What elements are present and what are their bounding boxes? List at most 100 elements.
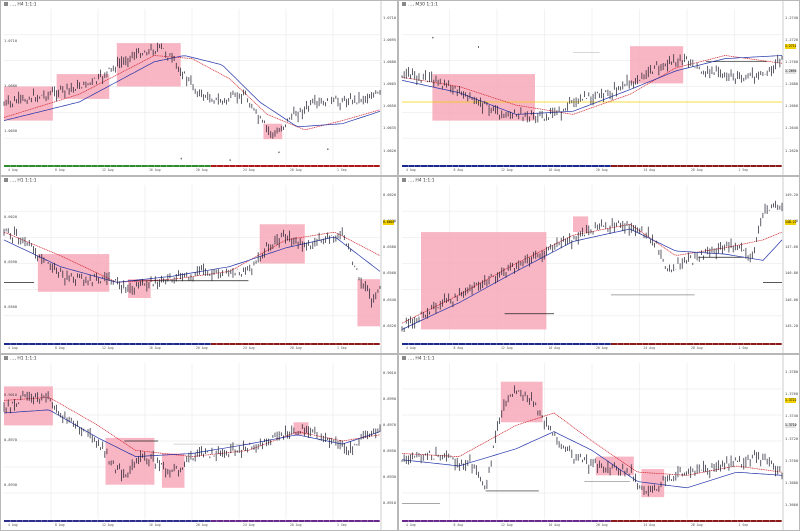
session-bar xyxy=(98,343,104,345)
marker-dot xyxy=(327,148,329,150)
session-bar xyxy=(135,165,142,167)
panel-title-text: …, H4 1:1:1 xyxy=(408,356,435,362)
session-bar xyxy=(744,343,751,345)
panel-title-text: …, H1 1:1:1 xyxy=(10,178,37,184)
zone-rectangle[interactable] xyxy=(259,224,305,264)
session-bar xyxy=(687,165,694,167)
chart-panel-4[interactable]: …, H4 1:1:1 149.20148.40147.60146.80146.… xyxy=(398,176,800,354)
session-bar xyxy=(573,520,580,522)
zone-rectangle[interactable] xyxy=(293,422,309,435)
zone-rectangle[interactable] xyxy=(357,279,380,327)
session-bar xyxy=(642,165,649,167)
session-bar xyxy=(217,520,224,522)
panel-title: …, H1 1:1:1 xyxy=(4,178,37,184)
chart-panel-5[interactable]: …, H1 1:1:1 0.9010 0.8990 0.8970 0.8950 0.89… xyxy=(0,354,398,531)
session-bar xyxy=(547,165,554,167)
session-bar xyxy=(348,343,355,345)
zone-rectangle[interactable] xyxy=(37,254,110,292)
session-bar xyxy=(744,165,751,167)
price-candles xyxy=(3,42,381,139)
price-axis-label: 1.0635 xyxy=(383,126,396,131)
session-bar xyxy=(85,520,92,522)
zone-rectangle[interactable] xyxy=(573,216,589,233)
session-bar xyxy=(166,343,173,345)
left-axis-label: 1.0710 xyxy=(4,39,17,43)
session-bar xyxy=(135,520,142,522)
session-bar xyxy=(490,343,497,345)
price-axis-label: 0.8910 xyxy=(383,500,396,505)
session-bar xyxy=(336,165,343,167)
session-bar xyxy=(585,165,592,167)
session-bar xyxy=(116,343,123,345)
price-candles xyxy=(3,226,381,308)
session-bar xyxy=(329,343,336,345)
zone-rectangle[interactable] xyxy=(4,386,53,426)
session-bar xyxy=(217,343,224,345)
chart-canvas[interactable] xyxy=(1,177,397,353)
zone-rectangle[interactable] xyxy=(432,74,535,121)
session-bar xyxy=(598,520,605,522)
session-bar xyxy=(229,165,236,167)
session-bar xyxy=(484,165,491,167)
zone-rectangle[interactable] xyxy=(263,123,283,140)
session-bar xyxy=(104,165,111,167)
time-axis-label: 8 Aug xyxy=(453,523,464,527)
session-bar xyxy=(198,165,205,167)
session-bar xyxy=(763,165,770,167)
time-axis-label: 12 Aug xyxy=(501,168,513,172)
chart-canvas[interactable] xyxy=(1,355,397,530)
session-bar xyxy=(509,343,516,345)
session-bar xyxy=(763,343,770,345)
zone-rectangle[interactable] xyxy=(56,74,110,99)
chart-panel-2[interactable]: …, M30 1:1:1 1.2740 1.2720 1.2700 1.2680 1.2… xyxy=(398,0,800,176)
chart-panel-3[interactable]: …, H1 1:1:1 0.66200.66000.65800.65600.65… xyxy=(0,176,398,354)
price-axis-label: 1.3680 xyxy=(785,481,798,486)
chart-canvas[interactable] xyxy=(399,177,799,353)
session-bar xyxy=(160,343,167,345)
chart-canvas[interactable] xyxy=(399,355,799,530)
chart-canvas[interactable] xyxy=(399,1,799,175)
session-bar xyxy=(636,165,643,167)
session-bar xyxy=(680,520,687,522)
zone-rectangle[interactable] xyxy=(161,453,185,488)
session-bar xyxy=(204,343,211,345)
zone-rectangle[interactable] xyxy=(421,232,547,330)
session-bar xyxy=(649,343,656,345)
session-bar xyxy=(750,520,757,522)
session-bar xyxy=(66,520,73,522)
session-bar xyxy=(554,520,561,522)
session-bar xyxy=(286,343,292,345)
chart-canvas[interactable] xyxy=(1,1,397,175)
session-bar xyxy=(573,343,580,345)
chart-panel-6[interactable]: …, H4 1:1:1 1.3780 1.3760 1.3740 1.3720 1.37… xyxy=(398,354,800,531)
session-bar xyxy=(311,520,318,522)
session-bar xyxy=(763,520,770,522)
zone-rectangle[interactable] xyxy=(128,279,151,299)
session-bar xyxy=(459,165,466,167)
session-bar xyxy=(29,165,36,167)
session-bar xyxy=(192,165,198,167)
session-bar xyxy=(725,343,732,345)
time-axis-label: 28 Aug xyxy=(290,168,302,172)
chart-panel-1[interactable]: …, H4 1:1:1 1.0710 1.0695 1.0680 1.0665 1.06… xyxy=(0,0,398,176)
time-axis-label: 24 Aug xyxy=(243,168,255,172)
session-bar xyxy=(693,520,700,522)
session-bar xyxy=(592,343,599,345)
time-axis-label: 4 Aug xyxy=(406,346,416,350)
session-bar xyxy=(361,343,368,345)
session-bar xyxy=(35,165,42,167)
session-bar xyxy=(198,343,205,345)
session-bar xyxy=(354,343,361,345)
zone-rectangle[interactable] xyxy=(641,469,665,498)
price-axis-label: 1.0650 xyxy=(383,104,396,109)
session-bar xyxy=(497,343,504,345)
session-bar xyxy=(60,343,67,345)
session-bar xyxy=(85,343,92,345)
session-bar xyxy=(592,520,599,522)
session-bar xyxy=(185,165,192,167)
session-bar xyxy=(497,165,504,167)
session-bar xyxy=(141,165,148,167)
zone-rectangle[interactable] xyxy=(500,381,543,423)
time-axis-label: 20 Aug xyxy=(596,523,608,527)
price-candles xyxy=(401,53,783,124)
